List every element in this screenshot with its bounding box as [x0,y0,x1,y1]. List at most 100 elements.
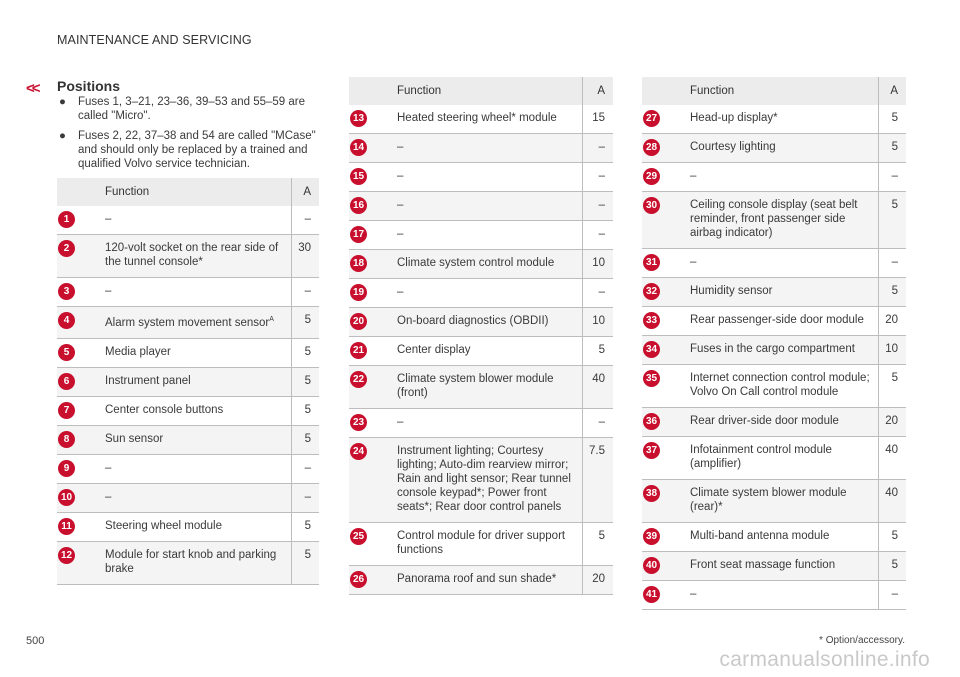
fuse-amperage: – [878,162,906,192]
fuse-table-1: Function A 1– –2 120-volt socket on the rear… [57,178,319,585]
fuse-number-cell: 36 [642,407,684,437]
fuse-function: Center display [391,336,583,366]
fuse-function: Alarm system movement sensorA [99,306,293,339]
fuse-function: Steering wheel module [99,512,293,542]
table-row: 18 Climate system control module 10 [349,249,613,279]
fuse-function: Front seat massage function [684,551,880,581]
fuse-number-badge: 29 [643,168,660,185]
fuse-number-cell: 21 [349,336,391,366]
fuse-number-badge: 12 [58,546,75,564]
table-row: 9 – – [57,454,319,484]
fuse-number-cell: 25 [349,522,391,566]
bullet-dot-icon: ● [59,96,66,108]
fuse-number-cell: 14 [349,133,391,163]
fuse-number-badge: 14 [350,139,367,156]
table-row: 35 Internet connection control module; Vo… [642,364,906,408]
fuse-number-cell: 8 [57,425,99,455]
fuse-number-badge: 27 [643,110,660,127]
table-row: 27 Head-up display* 5 [642,105,906,134]
table-row: 7 Center console buttons 5 [57,396,319,426]
fuse-amperage: 5 [878,191,906,249]
fuse-function: Rear passenger-side door module [684,306,880,336]
header-amperage: A [878,77,906,105]
table-row: 21 Center display 5 [349,336,613,366]
fuse-number-badge: 11 [58,517,75,535]
fuse-number-badge: 37 [643,442,660,459]
fuse-amperage: 20 [582,565,613,595]
table-row: 13 Heated steering wheel* module 15 [349,105,613,134]
fuse-amperage: 5 [878,105,906,134]
fuse-function: Instrument panel [99,367,293,397]
fuse-amperage: 5 [291,338,319,368]
table-row: 38 Climate system blower module (rear)* 40 [642,479,906,523]
fuse-number-cell: 20 [349,307,391,337]
table-row: 29 – – [642,162,906,192]
fuse-amperage: – [582,191,613,221]
fuse-amperage: – [878,580,906,610]
header-amperage: A [291,178,319,206]
fuse-number-cell: 39 [642,522,684,552]
header-function: Function [99,178,293,206]
fuse-function: – [391,408,583,438]
table-row: 24 Instrument lighting; Courtesy lighting… [349,437,613,523]
header-number-cell [57,178,99,206]
fuse-number-cell: 2 [57,234,99,278]
back-arrows-icon[interactable]: << [26,80,40,97]
fuse-amperage: 10 [582,307,613,337]
fuse-function: – [99,277,293,307]
table-row: 6 Instrument panel 5 [57,367,319,397]
fuse-number-cell: 18 [349,249,391,279]
fuse-number-badge: 23 [350,414,367,431]
fuse-number-cell: 13 [349,105,391,134]
fuse-amperage: – [291,483,319,513]
table-row: 17 – – [349,220,613,250]
fuse-amperage: 5 [878,133,906,163]
fuse-function: Head-up display* [684,105,880,134]
table-row: 30 Ceiling console display (seat belt rem… [642,191,906,249]
bullet-list: ● Fuses 1, 3–21, 23–36, 39–53 and 55–59 a… [58,95,328,177]
table-row: 33 Rear passenger-side door module 20 [642,306,906,336]
fuse-amperage: 5 [878,364,906,408]
fuse-number-badge: 15 [350,168,367,185]
fuse-function: – [391,220,583,250]
fuse-number-cell: 34 [642,335,684,365]
fuse-number-badge: 1 [58,211,75,228]
fuse-number-cell: 38 [642,479,684,523]
fuse-amperage: 20 [878,306,906,336]
fuse-amperage: – [878,248,906,278]
fuse-function: Module for start knob and parking brake [99,541,293,585]
fuse-number-badge: 8 [58,430,75,448]
table-header-row: Function A [349,77,613,105]
fuse-function: – [99,206,293,235]
table-row: 4 Alarm system movement sensorA 5 [57,306,319,339]
fuse-number-cell: 17 [349,220,391,250]
table-row: 3 – – [57,277,319,307]
fuse-amperage: 5 [582,522,613,566]
fuse-function: Climate system control module [391,249,583,279]
fuse-number-cell: 10 [57,483,99,513]
fuse-amperage: – [582,220,613,250]
fuse-number-badge: 24 [350,443,367,460]
fuse-amperage: – [582,278,613,308]
fuse-function: Media player [99,338,293,368]
table-row: 36 Rear driver-side door module 20 [642,407,906,437]
fuse-number-cell: 1 [57,206,99,235]
fuse-amperage: 40 [582,365,613,409]
table-row: 22 Climate system blower module (front) 40 [349,365,613,409]
fuse-amperage: – [582,133,613,163]
fuse-function: Climate system blower module (rear)* [684,479,880,523]
fuse-function: – [684,248,880,278]
fuse-number-cell: 27 [642,105,684,134]
fuse-number-cell: 33 [642,306,684,336]
fuse-number-cell: 6 [57,367,99,397]
table-row: 31 – – [642,248,906,278]
page-number: 500 [26,635,45,647]
fuse-amperage: 5 [878,522,906,552]
fuse-amperage: – [291,206,319,235]
table-row: 40 Front seat massage function 5 [642,551,906,581]
table-row: 25 Control module for driver support func… [349,522,613,566]
fuse-function: Rear driver-side door module [684,407,880,437]
fuse-function: Humidity sensor [684,277,880,307]
fuse-number-cell: 31 [642,248,684,278]
fuse-function: Multi-band antenna module [684,522,880,552]
